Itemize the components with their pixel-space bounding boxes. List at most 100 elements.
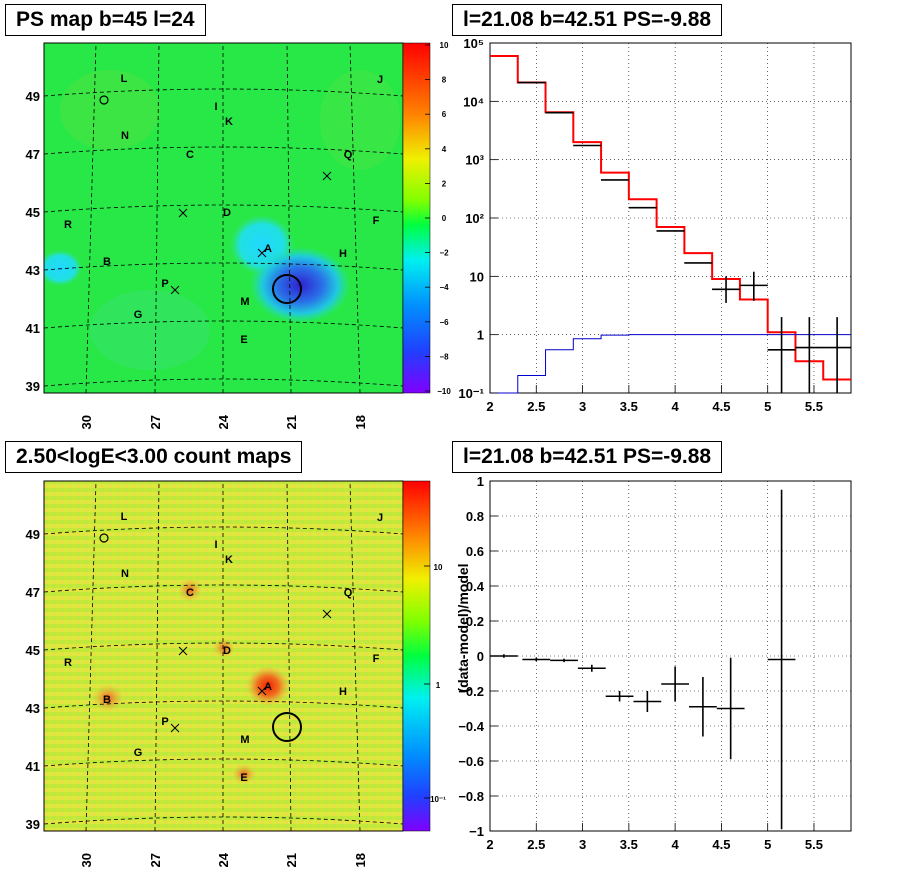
- source-cross-marker: [178, 646, 188, 656]
- source-label-I: I: [214, 539, 217, 551]
- colorbar-tick-label: −4: [439, 283, 449, 292]
- colorbar-tick-label: 4: [442, 145, 447, 154]
- source-label-F: F: [373, 215, 380, 227]
- source-label-H: H: [339, 248, 347, 260]
- lat-gridline: [43, 700, 404, 709]
- source-label-G: G: [134, 747, 143, 759]
- source-label-E: E: [240, 772, 247, 784]
- source-label-K: K: [225, 554, 233, 566]
- psmap-title: PS map b=45 l=24: [5, 4, 206, 36]
- y-tick-label: 41: [26, 759, 40, 774]
- lat-gridline: [43, 758, 404, 767]
- y-tick-label: 47: [26, 147, 40, 162]
- y-tick-label: 0: [477, 649, 484, 664]
- background-histogram-line: [490, 334, 851, 394]
- source-label-E: E: [240, 334, 247, 346]
- y-tick-label: −0.4: [458, 719, 484, 734]
- x-tick-label: 2.5: [527, 399, 545, 414]
- y-tick-label: 39: [26, 379, 40, 394]
- y-tick-label: 0.8: [466, 509, 484, 524]
- source-label-G: G: [134, 309, 143, 321]
- countmap-colorbar: [402, 480, 431, 832]
- psmap-image: [44, 43, 403, 393]
- y-tick-label: 41: [26, 321, 40, 336]
- y-tick-label: −0.2: [458, 684, 484, 699]
- residual-title: l=21.08 b=42.51 PS=-9.88: [452, 441, 723, 473]
- source-label-P: P: [161, 716, 168, 728]
- y-tick-label: −1: [469, 824, 484, 839]
- source-label-K: K: [225, 116, 233, 128]
- spectrum-axis-ticks: 2 2.5 3 3.5 4 4.5 5 5.5 10⁻¹ 1 10 10² 10³ 10⁴ 10⁵: [458, 36, 823, 414]
- x-tick-label: 27: [148, 415, 163, 429]
- source-label-B: B: [103, 694, 111, 706]
- countmap-coordinate-grid: [43, 480, 404, 832]
- lat-gridline: [43, 88, 404, 97]
- x-tick-label: 24: [216, 852, 231, 867]
- x-tick-label: 18: [353, 415, 368, 429]
- x-tick-label: 3.5: [620, 399, 638, 414]
- lat-gridline: [43, 526, 404, 535]
- y-tick-label: 43: [26, 701, 40, 716]
- colorbar-tick-label: 10: [440, 41, 449, 50]
- countmap-axis-ticks: 30 27 24 21 18 49 47 45 43 41 39: [26, 527, 368, 867]
- lat-gridline: [43, 320, 404, 329]
- x-tick-label: 3: [579, 399, 586, 414]
- colorbar-tick-label: −2: [439, 249, 449, 258]
- source-label-Q: Q: [344, 587, 353, 599]
- y-tick-label: 45: [26, 205, 40, 220]
- lon-gridline: [286, 480, 292, 832]
- y-tick-label: 10⁴: [463, 94, 484, 109]
- x-tick-label: 2: [486, 837, 493, 852]
- source-label-D: D: [223, 207, 231, 219]
- x-tick-label: 5.5: [805, 399, 823, 414]
- spectrum-title: l=21.08 b=42.51 PS=-9.88: [452, 4, 723, 36]
- source-label-C: C: [186, 149, 194, 161]
- x-tick-label: 5: [764, 399, 771, 414]
- y-tick-label: 45: [26, 643, 40, 658]
- spectrum-marks: [490, 54, 852, 394]
- colorbar-tick-label: 8: [442, 76, 447, 85]
- lat-gridline: [43, 584, 404, 593]
- y-tick-label: −0.8: [458, 789, 484, 804]
- psmap-panel: L J IK N C Q R D F A H B P M G E 10 8 6 4 2 0 −2 −4 −6 −8 −10 30 2…: [26, 41, 452, 429]
- colorbar-tick-label: −10: [437, 387, 451, 396]
- y-tick-label: 0.6: [466, 544, 484, 559]
- x-tick-label: 4.5: [712, 399, 730, 414]
- source-label-N: N: [121, 130, 129, 142]
- psmap-axis-ticks: 30 27 24 21 18 49 47 45 43 41 39: [26, 89, 368, 429]
- x-tick-label: 21: [284, 853, 299, 867]
- source-cross-marker: [170, 285, 180, 295]
- residual-axis-ticks: 2 2.5 3 3.5 4 4.5 5 5.5 1 0.8 0.6 0.4 0.2 0 −0.2 −0.4 −0…: [458, 474, 823, 852]
- x-tick-label: 30: [79, 415, 94, 429]
- y-tick-label: 49: [26, 527, 40, 542]
- source-label-P: P: [161, 278, 168, 290]
- x-tick-label: 27: [148, 853, 163, 867]
- countmap-panel: L J IK N C Q R D F A H B P M G E 10 1 10⁻¹ 30 27 24 21 18 49 47…: [26, 480, 446, 867]
- psmap-source-labels: L J IK N C Q R D F A H B P M G E: [64, 73, 383, 346]
- y-tick-label: 39: [26, 817, 40, 832]
- colorbar-tick-label: 6: [442, 110, 447, 119]
- y-tick-label: 0.4: [466, 579, 485, 594]
- x-tick-label: 4: [672, 837, 680, 852]
- source-label-F: F: [373, 653, 380, 665]
- colorbar-tick-label: −6: [439, 318, 449, 327]
- y-tick-label: 10: [470, 269, 484, 284]
- colorbar-tick-label: 10: [434, 563, 443, 572]
- colorbar-tick-label: 1: [436, 681, 441, 690]
- countmap-image: [44, 481, 403, 831]
- source-label-A: A: [264, 681, 272, 693]
- countmap-source-labels: L J IK N C Q R D F A H B P M G E: [64, 511, 383, 784]
- colorbar-tick-label: −8: [439, 352, 449, 361]
- residual-y-axis-label: (data-model)/model: [455, 563, 471, 692]
- source-label-D: D: [223, 645, 231, 657]
- source-label-J: J: [377, 74, 383, 86]
- psmap-target-circle: [272, 274, 302, 304]
- residual-panel: 2 2.5 3 3.5 4 4.5 5 5.5 1 0.8 0.6 0.4 0.2 0 −0.2 −0.4 −0…: [455, 474, 852, 852]
- x-tick-label: 5.5: [805, 837, 823, 852]
- x-tick-label: 3: [579, 837, 586, 852]
- x-tick-label: 24: [216, 414, 231, 429]
- source-label-R: R: [64, 219, 72, 231]
- source-label-A: A: [264, 243, 272, 255]
- x-tick-label: 18: [353, 853, 368, 867]
- residual-grid: [490, 481, 851, 831]
